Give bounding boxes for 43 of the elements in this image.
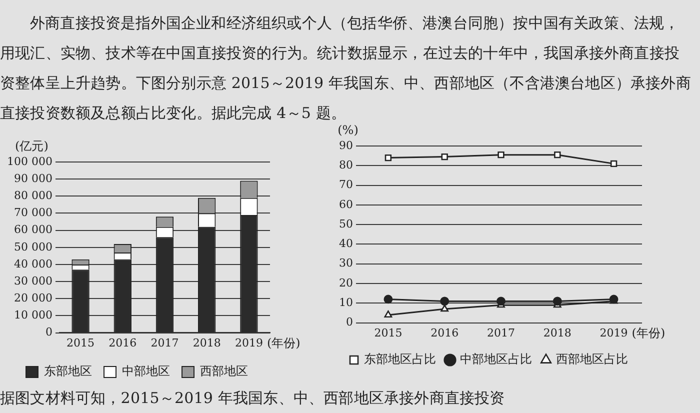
y-tick-label: 10 xyxy=(338,296,353,310)
x-tick-label: 2015 xyxy=(66,336,95,350)
y-tick-label: 60 000 xyxy=(14,223,52,236)
y-axis-title: (%) xyxy=(338,123,358,138)
y-tick-label: 20 000 xyxy=(14,292,52,304)
y-tick-label: 80 000 xyxy=(14,189,52,202)
y-tick-label: 60 xyxy=(338,198,353,211)
x-tick-label: 2018 xyxy=(543,326,572,340)
y-tick-label: 0 xyxy=(346,316,353,329)
y-tick-label: 80 xyxy=(338,158,353,172)
y-tick-label: 40 xyxy=(338,237,353,250)
x-tick-label: 2017 xyxy=(150,336,179,350)
text: 据图文材料可知，2015～2019 年我国东、中、西部地区承接外商直接投资 xyxy=(0,388,505,409)
legend-label: 西部地区 xyxy=(200,364,248,378)
x-axis-title: (年份) xyxy=(632,326,666,340)
legend-label: 东部地区 xyxy=(44,364,92,378)
y-axis-title: (亿元) xyxy=(15,139,48,154)
x-tick-label: 2019 xyxy=(234,336,263,350)
y-tick-label: 50 000 xyxy=(14,240,52,254)
y-tick-label: 70 000 xyxy=(14,206,52,220)
legend-label: 中部地区占比 xyxy=(460,352,532,366)
legend-label: 中部地区 xyxy=(122,364,170,378)
y-tick-label: 20 xyxy=(338,276,353,290)
text: 外商直接投资是指外国企业和经济组织或个人（包括华侨、港澳台同胞）按中国有关政策、法规，用现汇、实物、技术等在中国直接投资的行为。统计数据显示，在过去的十年中，我国承接外商直接投资整体呈上升趋势。下图分别示意 2015～2019 年我国东、中、西部地区（不含港澳台地区）承接外商直接投资数额及总额占比变化。据此完成 4～5 题。 xyxy=(0,14,691,122)
legend-label: 东部地区占比 xyxy=(364,352,436,366)
y-tick-label: 100 000 xyxy=(6,154,52,168)
legend-label: 西部地区占比 xyxy=(556,352,628,366)
y-tick-label: 70 xyxy=(338,178,353,192)
y-tick-label: 10 000 xyxy=(14,308,52,322)
y-tick-label: 90 xyxy=(338,138,353,152)
y-tick-label: 30 xyxy=(338,256,353,270)
x-tick-label: 2016 xyxy=(430,326,459,340)
y-tick-label: 40 000 xyxy=(14,257,52,270)
y-tick-label: 50 xyxy=(338,217,353,230)
x-tick-label: 2018 xyxy=(192,336,221,350)
x-axis-title: (年份) xyxy=(266,336,300,350)
y-tick-label: 30 000 xyxy=(14,274,52,288)
x-tick-label: 2019 xyxy=(600,326,628,340)
x-tick-label: 2016 xyxy=(108,336,137,350)
y-tick-label: 0 xyxy=(45,326,52,339)
x-tick-label: 2017 xyxy=(487,326,515,340)
y-tick-label: 90 000 xyxy=(14,172,52,185)
x-tick-label: 2015 xyxy=(374,326,402,340)
